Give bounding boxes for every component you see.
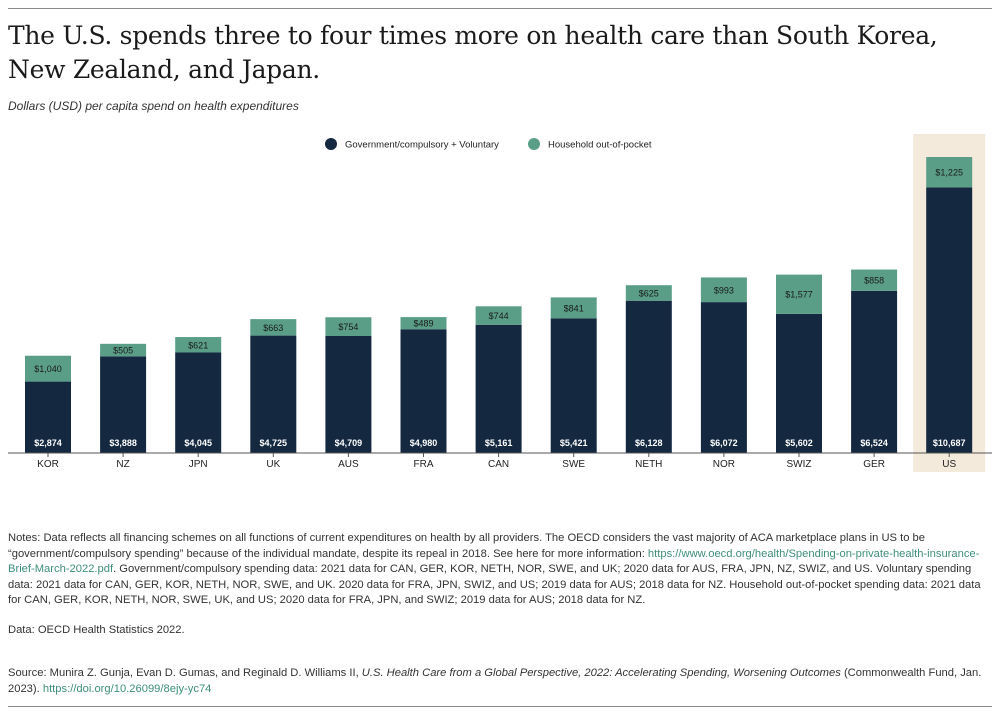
bar-government-swe <box>550 318 597 453</box>
bar-government-us <box>926 187 973 454</box>
data-label-household: $625 <box>639 288 659 298</box>
x-tick-label: UK <box>266 459 280 470</box>
data-label-household: $489 <box>413 319 433 329</box>
x-tick-label: FRA <box>414 459 434 470</box>
bar-government-uk <box>250 335 297 453</box>
bar-household-can <box>475 306 522 325</box>
bar-government-can <box>475 324 522 453</box>
bar-government-kor <box>25 381 71 453</box>
top-rule <box>8 8 992 9</box>
data-label-household: $621 <box>188 340 208 350</box>
data-label-government: $2,874 <box>34 438 62 448</box>
data-label-government: $4,045 <box>184 438 212 448</box>
data-label-government: $6,072 <box>710 438 738 448</box>
bar-chart: Government/compulsory + Voluntary Househo… <box>8 134 992 472</box>
data-label-household: $1,040 <box>34 364 62 374</box>
bar-household-swiz <box>776 274 822 314</box>
data-source-line: Data: OECD Health Statistics 2022. <box>8 624 185 636</box>
bar-government-nz <box>100 356 147 453</box>
bar-government-jpn <box>175 352 222 453</box>
bar-household-jpn <box>175 337 222 353</box>
legend-label-household: Household out-of-pocket <box>548 140 652 151</box>
notes-text: Notes: Data reflects all financing schem… <box>8 531 992 609</box>
bar-household-neth <box>625 285 672 301</box>
x-tick-label: NETH <box>635 459 662 470</box>
data-label-government: $5,602 <box>785 438 813 448</box>
source-report-title: U.S. Health Care from a Global Perspecti… <box>361 667 841 679</box>
source-prefix: Source: Munira Z. Gunja, Evan D. Gumas, … <box>8 667 359 679</box>
data-label-government: $10,687 <box>933 438 966 448</box>
data-label-government: $6,524 <box>860 438 888 448</box>
bar-government-nor <box>700 302 747 453</box>
source-suffix: (Commonwealth Fund, Jan. 2023). <box>8 667 982 695</box>
legend-swatch-household <box>528 138 540 150</box>
data-label-government: $6,128 <box>635 438 663 448</box>
x-tick-label: US <box>942 459 956 470</box>
x-tick-label: NZ <box>116 459 129 470</box>
x-tick-label: CAN <box>488 459 509 470</box>
data-label-household: $663 <box>263 323 283 333</box>
data-label-household: $993 <box>714 285 734 295</box>
bar-household-swe <box>550 297 597 319</box>
data-label-government: $5,161 <box>485 438 513 448</box>
bar-government-fra <box>400 329 447 453</box>
bar-household-fra <box>400 317 447 330</box>
source-citation: Source: Munira Z. Gunja, Evan D. Gumas, … <box>8 666 992 697</box>
data-label-government: $4,725 <box>260 438 288 448</box>
notes-text-part1: Notes: Data reflects all financing schem… <box>8 532 926 560</box>
data-label-government: $5,421 <box>560 438 588 448</box>
bar-household-aus <box>325 317 372 336</box>
bar-household-nz <box>100 343 147 357</box>
data-label-household: $744 <box>489 311 509 321</box>
data-label-household: $841 <box>564 303 584 313</box>
bar-household-kor <box>25 355 71 382</box>
chart-subtitle: Dollars (USD) per capita spend on health… <box>8 99 299 113</box>
bottom-rule <box>8 706 992 707</box>
data-label-household: $754 <box>338 322 358 332</box>
x-tick-label: SWIZ <box>787 459 812 470</box>
x-tick-label: JPN <box>189 459 208 470</box>
x-tick-label: GER <box>863 459 885 470</box>
legend-swatch-government <box>325 138 337 150</box>
data-label-household: $505 <box>113 346 133 356</box>
data-label-government: $4,709 <box>335 438 363 448</box>
x-tick-label: KOR <box>37 459 59 470</box>
bar-household-nor <box>700 277 747 303</box>
bar-government-swiz <box>776 313 822 453</box>
data-label-household: $1,225 <box>935 168 963 178</box>
data-label-household: $858 <box>864 276 884 286</box>
notes-link[interactable]: https://www.oecd.org/health/Spending-on-… <box>8 547 980 576</box>
bar-household-us <box>926 157 973 188</box>
bar-household-ger <box>851 269 898 291</box>
bar-household-uk <box>250 319 297 336</box>
data-label-government: $3,888 <box>109 438 137 448</box>
bar-government-neth <box>625 300 672 453</box>
x-tick-label: NOR <box>713 459 735 470</box>
legend-label-government: Government/compulsory + Voluntary <box>345 140 499 151</box>
data-label-government: $4,980 <box>410 438 438 448</box>
x-tick-label: SWE <box>562 459 585 470</box>
notes-text-part2: . Government/compulsory spending data: 2… <box>8 563 981 606</box>
chart-title: The U.S. spends three to four times more… <box>8 21 938 84</box>
source-doi-link[interactable]: https://doi.org/10.26099/8ejy-yc74 <box>42 682 212 695</box>
bar-government-ger <box>851 290 898 453</box>
bar-government-aus <box>325 335 372 453</box>
x-tick-label: AUS <box>338 459 359 470</box>
data-label-household: $1,577 <box>785 290 813 300</box>
